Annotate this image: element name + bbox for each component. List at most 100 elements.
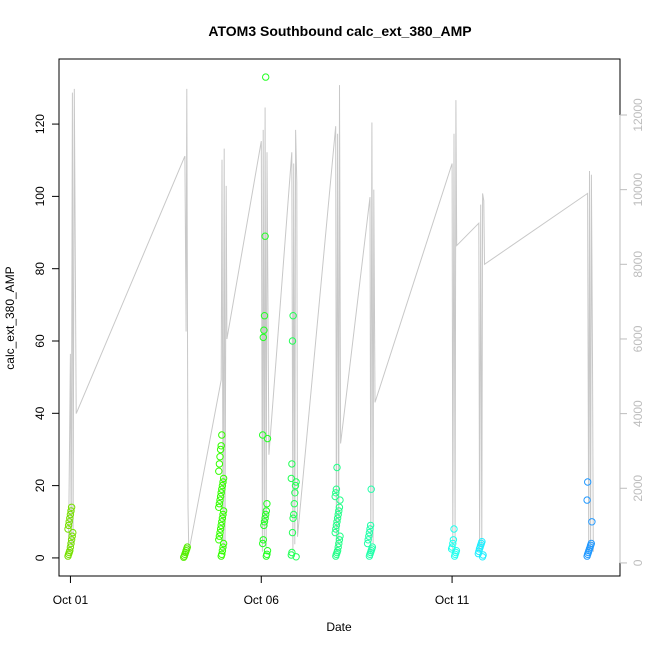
data-point: [333, 518, 341, 526]
data-point: [263, 547, 272, 555]
data-point: [218, 514, 227, 522]
y-tick-label: 100: [33, 186, 47, 206]
data-point: [67, 503, 76, 511]
data-point: [218, 550, 226, 558]
data-point: [218, 547, 227, 555]
data-point: [336, 532, 344, 540]
data-point: [479, 551, 487, 559]
data-point: [448, 543, 456, 551]
data-point: [291, 481, 300, 490]
y-tick-label: 0: [33, 554, 47, 561]
data-point: [263, 500, 271, 508]
data-point: [215, 460, 224, 468]
data-point: [366, 525, 374, 533]
data-point: [332, 485, 341, 493]
data-point: [450, 525, 458, 533]
y-tick-label: 60: [33, 334, 47, 348]
data-point: [292, 478, 300, 486]
x-axis-label: Date: [326, 620, 352, 634]
data-point: [331, 492, 339, 501]
y-tick-label: 120: [33, 114, 47, 134]
data-point: [218, 431, 226, 439]
data-point: [216, 496, 224, 504]
chart-title: ATOM3 Southbound calc_ext_380_AMP: [208, 23, 471, 39]
x-tick-label: Oct 11: [435, 593, 470, 607]
data-point: [215, 536, 223, 544]
y2-tick-label: 12000: [631, 98, 645, 132]
data-point: [259, 431, 267, 439]
data-point: [260, 521, 268, 530]
data-point: [66, 514, 74, 522]
data-point: [335, 536, 344, 544]
data-point: [218, 518, 226, 526]
data-point: [215, 467, 223, 475]
data-point: [288, 460, 296, 468]
data-point: [364, 536, 372, 544]
data-point: [478, 538, 486, 546]
data-point: [588, 518, 596, 526]
data-point: [216, 453, 224, 461]
data-point: [262, 510, 270, 519]
data-point: [333, 463, 341, 472]
data-point: [332, 525, 340, 533]
data-point: [365, 532, 373, 540]
data-point: [215, 532, 224, 540]
data-point: [261, 232, 269, 240]
data-point: [333, 514, 342, 522]
data-point: [217, 521, 225, 530]
data-point: [263, 550, 271, 558]
data-point: [366, 521, 375, 530]
data-point: [452, 547, 461, 555]
data-point: [219, 478, 227, 486]
data-point: [333, 547, 342, 555]
data-point: [216, 525, 225, 533]
data-point: [216, 528, 224, 537]
data-point: [261, 514, 269, 522]
secondary-series-line: [68, 85, 594, 552]
data-point: [68, 532, 76, 540]
data-point: [292, 553, 300, 561]
data-point: [219, 510, 227, 519]
y2-tick-label: 4000: [631, 400, 645, 427]
data-point: [219, 543, 227, 551]
y-tick-label: 80: [33, 262, 47, 276]
data-point: [260, 312, 269, 320]
data-point: [291, 489, 299, 497]
data-point: [335, 539, 343, 548]
y2-tick-label: 2000: [631, 475, 645, 502]
data-point: [334, 510, 342, 519]
data-point: [218, 481, 227, 490]
data-point: [67, 539, 75, 548]
y2-tick-label: 6000: [631, 325, 645, 352]
data-point: [260, 518, 269, 526]
data-point: [217, 442, 225, 450]
data-point: [288, 337, 297, 345]
y-tick-label: 40: [33, 406, 47, 420]
data-point: [183, 543, 192, 551]
data-point: [65, 518, 73, 526]
data-point: [334, 543, 342, 551]
data-point: [587, 539, 595, 548]
data-point: [288, 528, 297, 537]
data-point: [216, 445, 225, 454]
data-point: [67, 536, 76, 544]
y2-tick-label: 10000: [631, 173, 645, 207]
y2-tick-label: 0: [631, 559, 645, 566]
data-point: [69, 528, 77, 537]
data-point: [336, 496, 344, 504]
y-tick-label: 20: [33, 479, 47, 493]
data-point: [216, 492, 225, 501]
data-point: [67, 507, 75, 515]
data-point: [335, 507, 343, 515]
data-point: [368, 543, 377, 551]
axes: 0 20 40 60 80 100 120 0 2000 4000 6000 8000 10000 120…: [33, 98, 645, 607]
y2-tick-label: 8000: [631, 251, 645, 278]
data-point: [289, 514, 297, 522]
data-point: [335, 503, 344, 511]
data-point: [215, 500, 224, 508]
data-point: [66, 510, 75, 519]
data-point: [215, 503, 223, 511]
y-axis-label: calc_ext_380_AMP: [3, 266, 17, 369]
data-point: [218, 485, 226, 493]
